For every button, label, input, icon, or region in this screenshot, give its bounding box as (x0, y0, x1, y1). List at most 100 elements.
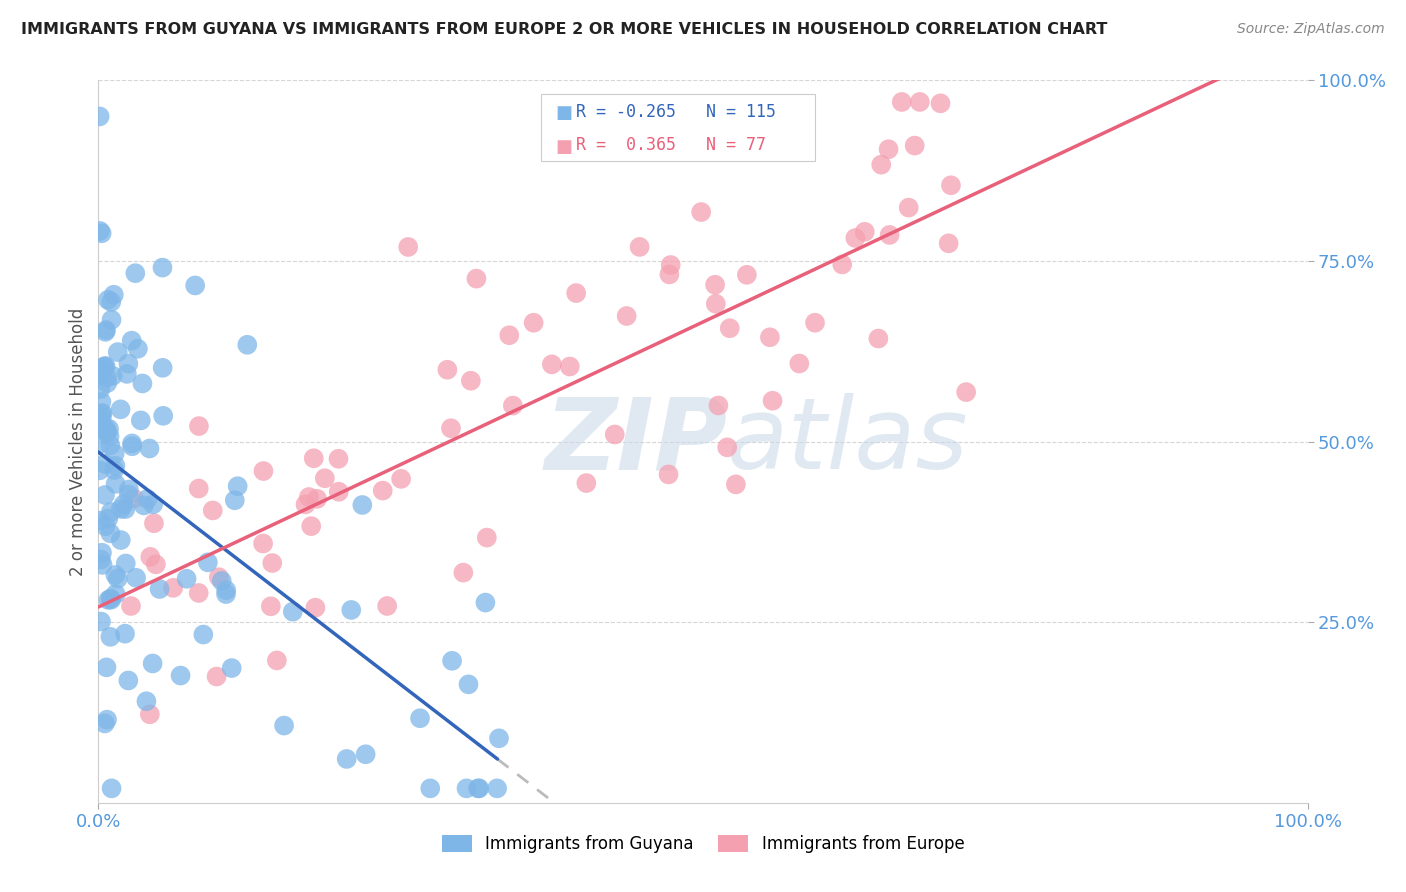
Point (486, 781, 509, 796)
Point (938, 236, 960, 251)
Point (139, 707, 162, 722)
Point (187, 586, 209, 600)
Point (704, 297, 727, 311)
Point (266, 653, 288, 667)
Point (127, 342, 149, 356)
Point (302, 451, 325, 466)
Point (908, 95, 931, 109)
Point (104, 458, 127, 473)
Point (148, 582, 170, 596)
Point (117, 357, 139, 371)
Point (354, 747, 377, 762)
Point (104, 447, 127, 461)
Point (260, 599, 283, 614)
Point (184, 278, 207, 293)
Point (498, 328, 520, 343)
Point (89, 364, 111, 378)
Point (844, 231, 866, 245)
Text: R = -0.265   N = 115: R = -0.265 N = 115 (576, 103, 776, 120)
Point (389, 472, 412, 486)
Point (100, 526, 122, 541)
Point (657, 467, 679, 482)
Point (90, 395, 112, 409)
Point (122, 491, 145, 506)
Point (138, 442, 160, 456)
Point (804, 316, 827, 330)
Point (879, 227, 901, 242)
Point (94, 359, 117, 373)
Point (336, 752, 359, 766)
Point (100, 591, 122, 606)
Point (169, 668, 191, 682)
Point (465, 271, 488, 285)
Point (94, 716, 117, 731)
Point (273, 718, 295, 732)
Point (468, 781, 491, 796)
Point (904, 138, 927, 153)
Point (96, 424, 118, 438)
Point (853, 225, 876, 239)
Point (436, 362, 458, 376)
Point (114, 626, 136, 640)
Point (314, 471, 336, 485)
Point (488, 731, 510, 746)
Point (616, 309, 638, 323)
Point (299, 519, 322, 533)
Point (281, 605, 304, 619)
Point (135, 694, 157, 708)
Point (129, 413, 152, 427)
Point (152, 409, 174, 423)
Point (707, 399, 730, 413)
Point (897, 201, 920, 215)
Point (716, 441, 738, 455)
Point (215, 587, 238, 601)
Point (215, 583, 238, 598)
Point (724, 477, 747, 491)
Point (142, 497, 165, 511)
Point (91, 546, 114, 560)
Point (96, 370, 118, 384)
Point (152, 260, 174, 275)
Point (328, 451, 350, 466)
Point (131, 376, 153, 391)
Point (90, 407, 112, 421)
Point (939, 178, 962, 193)
Point (98, 438, 121, 452)
Point (93, 360, 115, 375)
Point (103, 463, 125, 477)
Point (91, 558, 114, 572)
Point (252, 536, 274, 550)
Point (453, 566, 475, 580)
Point (870, 158, 893, 172)
Point (375, 599, 398, 613)
Legend: Immigrants from Guyana, Immigrants from Europe: Immigrants from Guyana, Immigrants from … (434, 828, 972, 860)
Point (787, 357, 810, 371)
Point (94, 457, 117, 471)
Text: ■: ■ (555, 104, 572, 122)
Point (201, 503, 224, 517)
Point (457, 677, 479, 691)
Point (460, 374, 482, 388)
Point (136, 491, 159, 506)
Point (89, 110, 111, 124)
Point (94, 323, 117, 337)
Text: IMMIGRANTS FROM GUYANA VS IMMIGRANTS FROM EUROPE 2 OR MORE VEHICLES IN HOUSEHOLD: IMMIGRANTS FROM GUYANA VS IMMIGRANTS FRO… (21, 22, 1108, 37)
Point (187, 419, 209, 434)
Point (104, 587, 127, 601)
Text: ■: ■ (555, 138, 572, 156)
Point (100, 294, 122, 309)
Point (145, 558, 167, 572)
Point (117, 673, 139, 688)
Point (759, 330, 782, 344)
Point (98, 422, 121, 436)
Point (90, 227, 112, 241)
Point (603, 427, 626, 442)
Point (96, 425, 118, 440)
Point (100, 312, 122, 326)
Point (658, 268, 681, 282)
Point (121, 334, 143, 348)
Point (456, 781, 478, 796)
Point (90, 552, 112, 566)
Point (100, 592, 122, 607)
Point (104, 568, 127, 582)
